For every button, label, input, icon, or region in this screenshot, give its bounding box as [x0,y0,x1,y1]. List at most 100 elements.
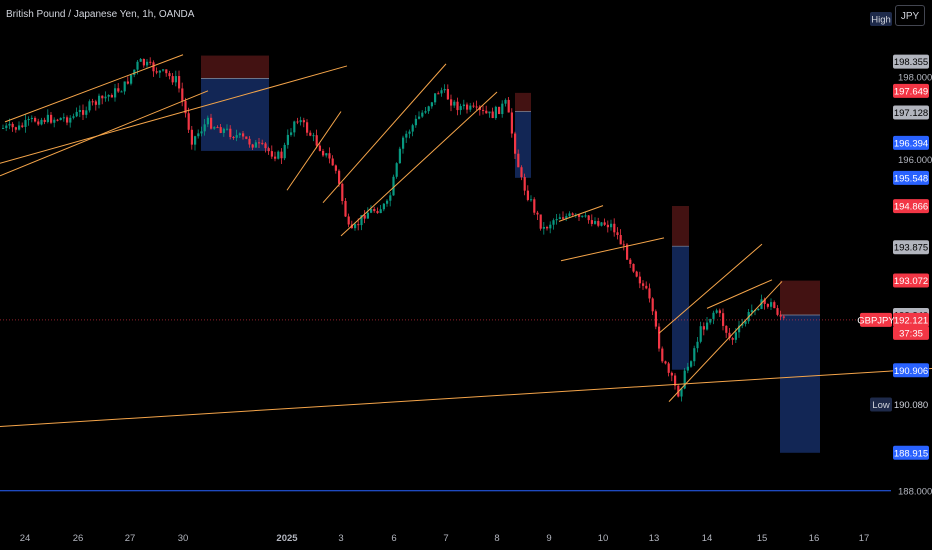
candle-body [85,110,88,115]
candle-body [290,132,293,135]
candle-body [146,61,149,66]
position-stop-zone[interactable] [201,55,269,79]
candle-body [706,322,709,330]
trendline[interactable] [4,54,184,123]
candle-body [613,223,616,233]
trendline[interactable] [322,63,447,204]
currency-button[interactable]: JPY [895,5,925,26]
candle-body [427,106,430,112]
candle-body [626,244,629,260]
candle-body [530,199,533,201]
trendline[interactable] [560,237,665,262]
position-tools [201,55,820,453]
position-target-zone[interactable] [201,78,269,151]
candle-body [187,113,190,130]
candle-body [533,199,536,213]
candlestick-series [2,57,785,402]
candle-body [411,125,414,132]
ticker-badge-bg [860,312,892,327]
candle-body [734,332,737,340]
time-tick-label: 26 [73,533,84,544]
price-axis-badges: 198.355 197.649 197.128 196.394 195.548 194.8… [857,12,929,460]
candle-body [520,167,523,178]
candle-body [536,212,539,215]
candle-body [315,135,318,146]
position-stop-zone[interactable] [672,206,689,247]
candle-body [232,137,235,139]
candle-body [66,117,69,123]
candle-body [376,211,379,214]
trendline[interactable] [0,367,932,427]
position-target-zone[interactable] [515,111,531,178]
trendline[interactable] [340,91,498,237]
candle-body [338,170,341,184]
candle-body [418,116,421,119]
candle-body [190,129,193,145]
candle-body [322,150,325,156]
candle-body [69,117,72,123]
candle-body [638,276,641,284]
candle-body [555,218,558,221]
chart-title: British Pound / Japanese Yen, 1h, OANDA [6,9,195,20]
position-stop-zone[interactable] [515,92,531,112]
candle-body [43,119,46,122]
time-tick-label: 17 [859,533,870,544]
candle-body [494,106,497,119]
low-value: 190.080 [894,400,928,411]
candle-body [731,338,734,340]
trendline[interactable] [668,281,783,402]
candle-body [606,224,609,228]
candle-body [219,127,222,133]
candle-body [155,71,158,73]
position-target-zone[interactable] [672,246,689,370]
ticker-badge: GBPJPY [857,315,895,326]
candle-body [347,216,350,225]
candle-body [430,102,433,107]
time-tick-label: 6 [391,533,396,544]
candle-body [254,142,257,148]
candle-body [344,200,347,217]
candle-body [437,93,440,95]
candle-body [760,299,763,309]
countdown-badge: 37:35 [899,328,923,339]
candle-body [136,61,139,70]
time-tick-label: 8 [494,533,499,544]
candle-body [571,213,574,215]
candle-body [21,125,24,127]
candle-body [139,58,142,62]
candle-body [773,302,776,309]
candle-body [584,215,587,217]
candle-body [306,122,309,133]
price-badge: 193.072 [894,276,928,287]
candle-body [258,142,261,144]
position-stop-zone[interactable] [780,280,820,315]
candle-body [382,203,385,210]
trendline[interactable] [0,90,209,177]
candle-body [501,103,504,115]
candle-body [421,112,424,117]
trendline[interactable] [658,243,763,334]
candle-body [446,88,449,100]
candle-body [667,363,670,373]
candle-body [264,143,267,149]
candle-body [594,221,597,224]
candle-body [37,121,40,125]
trendline[interactable] [558,205,604,222]
candle-body [110,94,113,98]
candle-body [104,96,107,99]
candle-body [123,81,126,92]
candle-body [229,128,232,138]
candle-body [235,135,238,138]
trendline[interactable] [0,65,348,164]
candle-body [373,208,376,212]
trendline[interactable] [286,111,342,191]
candle-body [690,361,693,367]
price-badge: 197.128 [894,108,928,119]
last-price-badge-bg [893,312,929,327]
position-target-zone[interactable] [780,314,820,453]
candle-body [165,69,168,74]
trendline[interactable] [706,279,773,309]
candle-body [651,298,654,312]
candle-body [312,135,315,137]
